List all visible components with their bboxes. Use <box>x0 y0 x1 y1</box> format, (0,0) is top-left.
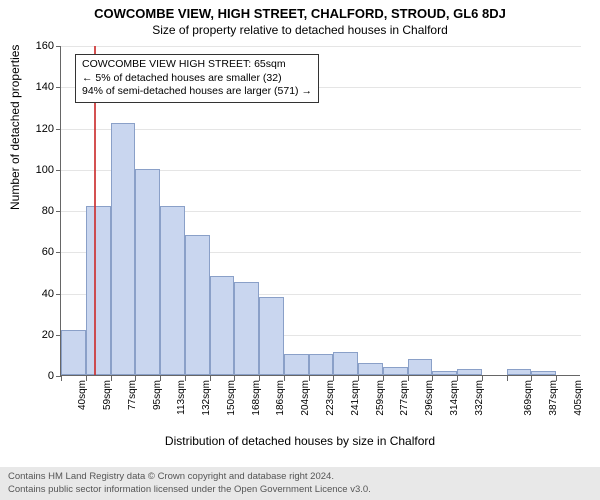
chart-title: COWCOMBE VIEW, HIGH STREET, CHALFORD, ST… <box>0 0 600 21</box>
xtick-mark <box>333 376 334 381</box>
xtick-mark <box>309 376 310 381</box>
plot-area: 02040608010012014016040sqm59sqm77sqm95sq… <box>60 46 580 376</box>
plot: 02040608010012014016040sqm59sqm77sqm95sq… <box>60 46 580 376</box>
annotation-line: COWCOMBE VIEW HIGH STREET: 65sqm <box>82 58 312 72</box>
xtick-mark <box>358 376 359 381</box>
histogram-bar <box>86 206 111 375</box>
xtick-label: 241sqm <box>350 380 361 430</box>
footer-line-2: Contains public sector information licen… <box>8 484 592 496</box>
ytick-mark <box>56 129 61 130</box>
xtick-label: 204sqm <box>300 380 311 430</box>
xtick-mark <box>383 376 384 381</box>
xtick-label: 223sqm <box>325 380 336 430</box>
histogram-bar <box>234 282 259 375</box>
xtick-mark <box>111 376 112 381</box>
footer: Contains HM Land Registry data © Crown c… <box>0 467 600 500</box>
ytick-label: 60 <box>24 246 54 258</box>
xtick-label: 40sqm <box>77 380 88 430</box>
xtick-label: 314sqm <box>449 380 460 430</box>
histogram-bar <box>160 206 185 375</box>
gridline <box>61 129 581 130</box>
xtick-mark <box>160 376 161 381</box>
histogram-bar <box>259 297 284 375</box>
xtick-mark <box>482 376 483 381</box>
ytick-label: 120 <box>24 123 54 135</box>
histogram-bar <box>531 371 556 375</box>
histogram-bar <box>383 367 408 375</box>
histogram-bar <box>61 330 86 375</box>
xtick-label: 113sqm <box>176 380 187 430</box>
xtick-mark <box>457 376 458 381</box>
histogram-bar <box>358 363 383 375</box>
ytick-label: 140 <box>24 81 54 93</box>
ytick-label: 80 <box>24 205 54 217</box>
xtick-mark <box>259 376 260 381</box>
xtick-label: 259sqm <box>375 380 386 430</box>
xtick-label: 150sqm <box>226 380 237 430</box>
histogram-bar <box>309 354 334 375</box>
histogram-bar <box>457 369 482 375</box>
histogram-bar <box>185 235 210 375</box>
xtick-mark <box>61 376 62 381</box>
xtick-mark <box>507 376 508 381</box>
xtick-label: 186sqm <box>275 380 286 430</box>
xtick-label: 59sqm <box>102 380 113 430</box>
chart-container: COWCOMBE VIEW, HIGH STREET, CHALFORD, ST… <box>0 0 600 500</box>
xtick-label: 95sqm <box>152 380 163 430</box>
ytick-mark <box>56 252 61 253</box>
xtick-mark <box>185 376 186 381</box>
xtick-mark <box>556 376 557 381</box>
histogram-bar <box>333 352 358 375</box>
xtick-mark <box>234 376 235 381</box>
histogram-bar <box>507 369 532 375</box>
ytick-label: 40 <box>24 288 54 300</box>
annotation-line: ← 5% of detached houses are smaller (32) <box>82 72 312 86</box>
xtick-label: 168sqm <box>251 380 262 430</box>
xtick-mark <box>284 376 285 381</box>
ytick-mark <box>56 170 61 171</box>
xtick-mark <box>531 376 532 381</box>
gridline <box>61 46 581 47</box>
ytick-mark <box>56 211 61 212</box>
annotation-line: 94% of semi-detached houses are larger (… <box>82 85 312 99</box>
histogram-bar <box>432 371 457 375</box>
footer-line-1: Contains HM Land Registry data © Crown c… <box>8 471 592 483</box>
xtick-label: 405sqm <box>573 380 584 430</box>
ytick-mark <box>56 46 61 47</box>
ytick-mark <box>56 87 61 88</box>
xtick-label: 332sqm <box>474 380 485 430</box>
xtick-label: 387sqm <box>548 380 559 430</box>
ytick-label: 100 <box>24 164 54 176</box>
xtick-mark <box>210 376 211 381</box>
xtick-label: 296sqm <box>424 380 435 430</box>
y-axis-label: Number of detached properties <box>8 45 22 210</box>
histogram-bar <box>111 123 136 375</box>
chart-subtitle: Size of property relative to detached ho… <box>0 21 600 41</box>
xtick-label: 277sqm <box>399 380 410 430</box>
histogram-bar <box>135 169 160 375</box>
ytick-label: 20 <box>24 329 54 341</box>
xtick-label: 369sqm <box>523 380 534 430</box>
xtick-mark <box>408 376 409 381</box>
histogram-bar <box>210 276 235 375</box>
annotation-box: COWCOMBE VIEW HIGH STREET: 65sqm← 5% of … <box>75 54 319 103</box>
xtick-mark <box>135 376 136 381</box>
ytick-mark <box>56 294 61 295</box>
xtick-label: 77sqm <box>127 380 138 430</box>
ytick-label: 0 <box>24 370 54 382</box>
xtick-mark <box>432 376 433 381</box>
x-axis-label: Distribution of detached houses by size … <box>0 434 600 448</box>
ytick-label: 160 <box>24 40 54 52</box>
histogram-bar <box>408 359 433 376</box>
xtick-label: 132sqm <box>201 380 212 430</box>
xtick-mark <box>86 376 87 381</box>
histogram-bar <box>284 354 309 375</box>
